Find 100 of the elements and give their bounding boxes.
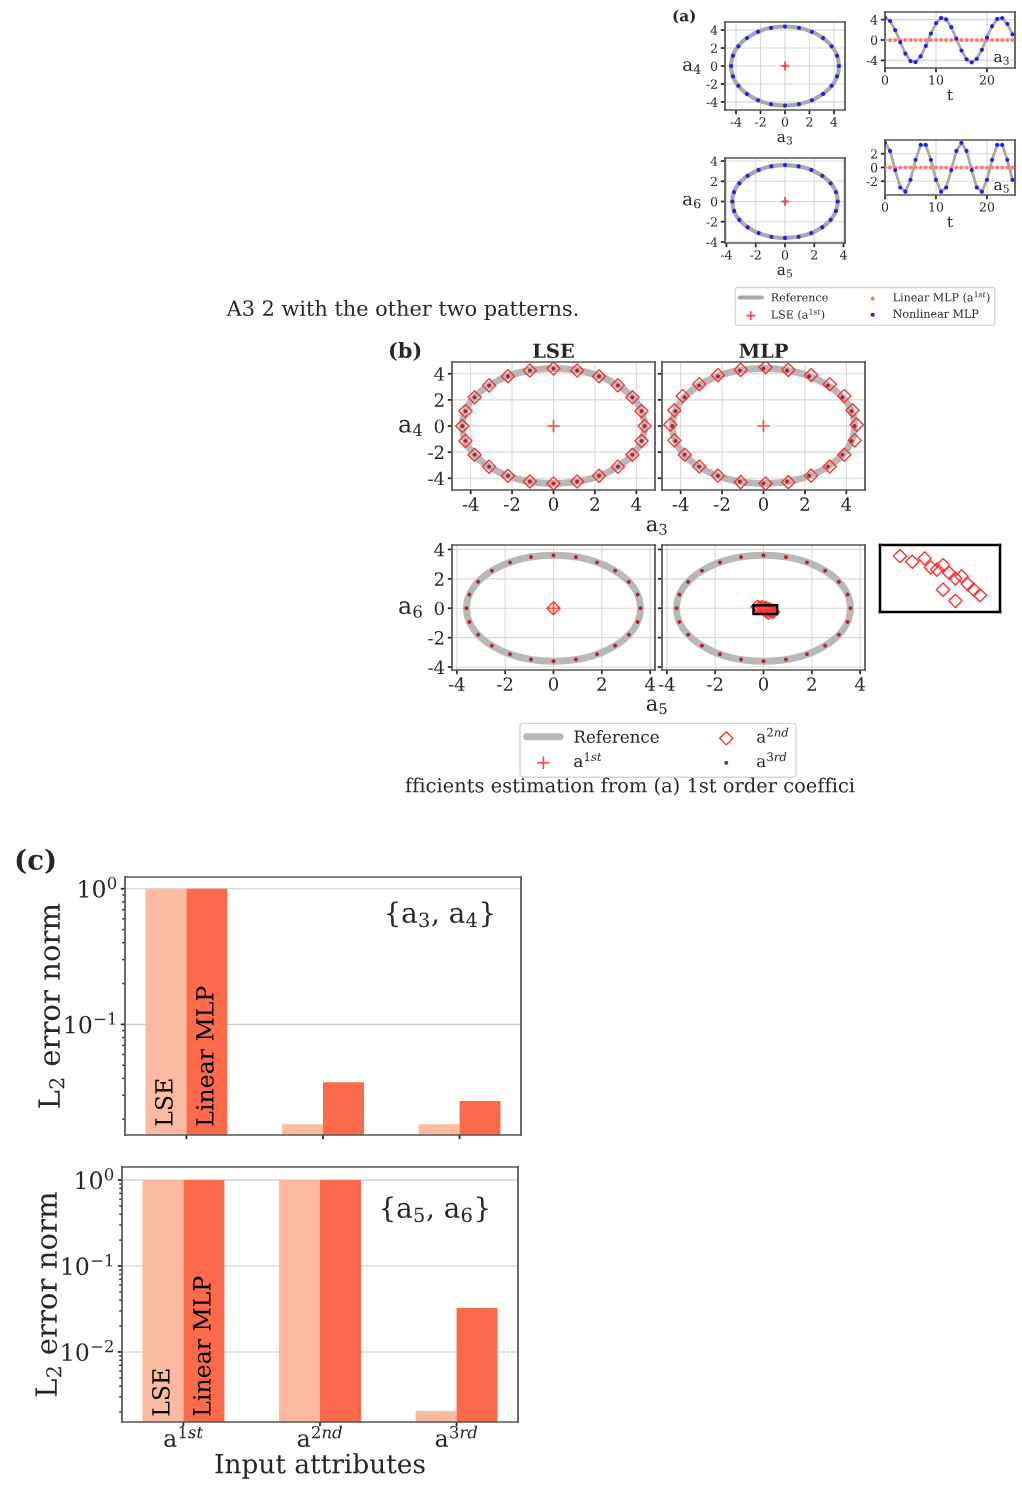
x-tick-label: 4 xyxy=(854,677,865,691)
x-tick-label: 0 xyxy=(758,677,769,691)
y-tick-label: 4 xyxy=(710,156,718,166)
x-tick-label: 20 xyxy=(979,75,995,85)
legend-label: Reference xyxy=(771,292,828,302)
x-tick-label: 4 xyxy=(830,117,838,127)
x-tick-label: a$^{2nd}$ xyxy=(297,1425,342,1448)
y-tick-label: 10$^{−2}$ xyxy=(62,1339,113,1362)
y-tick-label: -2 xyxy=(428,631,444,645)
x-tick-label: a$^{1st}$ xyxy=(164,1425,204,1448)
y-tick-label: 0 xyxy=(434,419,444,434)
y-tick-label: 4 xyxy=(434,542,445,557)
y-tick-label: -4 xyxy=(866,55,878,66)
series-label: LSE xyxy=(151,1369,170,1416)
text: A3 2 with the other two patterns. xyxy=(226,299,578,321)
y-axis-title: a$_{4}$ xyxy=(399,419,423,437)
legend-label: a$^{1st}$ xyxy=(574,752,602,768)
y-tick-label: 10$^{−1}$ xyxy=(62,1253,113,1276)
x-tick-label: -2 xyxy=(504,497,520,511)
x-tick-label: 2 xyxy=(811,250,818,260)
y-tick-label: 0 xyxy=(870,35,878,45)
x-tick-label: 0 xyxy=(548,677,559,691)
x-tick-label: -2 xyxy=(754,117,766,127)
x-tick-label: 2 xyxy=(807,677,816,691)
y-tick-label: -4 xyxy=(428,471,445,486)
x-tick-label: 2 xyxy=(800,497,809,511)
series-label: Linear MLP xyxy=(196,986,214,1126)
legend-label: a$^{2nd}$ xyxy=(757,727,789,743)
y-tick-label: 10$^{0}$ xyxy=(76,1168,114,1190)
y-axis-title: L$_{2}$ error norm xyxy=(35,1192,62,1397)
x-tick-label: -4 xyxy=(448,677,465,691)
text: (c) xyxy=(16,848,55,874)
x-axis-title: a$_{3}$ xyxy=(646,520,667,535)
x-tick-label: -4 xyxy=(730,117,742,127)
x-tick-label: 4 xyxy=(839,250,847,260)
y-tick-label: -4 xyxy=(428,660,445,674)
x-tick-label: 2 xyxy=(597,677,606,691)
x-tick-label: 0 xyxy=(548,497,559,511)
legend-label: a$^{3rd}$ xyxy=(757,752,787,768)
x-tick-label: 0 xyxy=(881,202,889,212)
x-tick-label: 0 xyxy=(881,75,889,85)
x-tick-label: 10 xyxy=(929,202,944,212)
y-axis-title: L$_{2}$ error norm xyxy=(38,903,65,1108)
x-axis-title: t xyxy=(947,216,953,228)
x-tick-label: 20 xyxy=(979,202,995,212)
y-tick-label: -2 xyxy=(866,176,877,186)
series-label: Linear MLP xyxy=(193,1276,211,1416)
y-tick-label: -4 xyxy=(706,237,718,247)
legend-label: Nonlinear MLP xyxy=(893,309,979,318)
legend-label: LSE (a$^{1st}$) xyxy=(771,308,825,321)
y-tick-label: 2 xyxy=(434,572,444,586)
text: (b) xyxy=(389,341,421,361)
annotation: a$_{5}$ xyxy=(994,181,1009,193)
y-tick-label: -2 xyxy=(706,217,717,227)
y-tick-label: -4 xyxy=(706,97,718,107)
y-tick-label: 4 xyxy=(710,25,718,35)
annotation: {a$_{3}$, a$_{4}$} xyxy=(386,901,493,928)
x-tick-label: -2 xyxy=(497,677,513,691)
y-tick-label: -2 xyxy=(428,445,444,459)
x-tick-label: -4 xyxy=(658,677,675,691)
annotation: {a$_{5}$, a$_{6}$} xyxy=(381,1196,488,1223)
x-tick-label: -4 xyxy=(720,250,732,260)
x-tick-label: -2 xyxy=(750,250,761,260)
y-tick-label: 0 xyxy=(434,601,444,616)
x-axis-title: a$_{5}$ xyxy=(777,266,792,278)
legend-label: Linear MLP (a$^{1st}$) xyxy=(893,291,990,304)
y-tick-label: 4 xyxy=(434,367,445,381)
y-axis-title: a$_{6}$ xyxy=(399,601,422,618)
series-label: LSE xyxy=(154,1079,173,1126)
x-tick-label: a$^{3rd}$ xyxy=(435,1425,478,1448)
text: fficients estimation from (a) 1st order coeffici xyxy=(405,777,855,796)
x-tick-label: -4 xyxy=(462,497,479,511)
chart-title: LSE xyxy=(533,343,574,359)
x-tick-label: 4 xyxy=(841,497,852,511)
x-tick-label: 2 xyxy=(590,497,599,511)
x-axis-title: a$_{3}$ xyxy=(777,133,793,145)
y-tick-label: 0 xyxy=(710,61,718,71)
x-tick-label: 0 xyxy=(781,117,789,127)
x-tick-label: 2 xyxy=(806,117,813,127)
x-tick-label: 0 xyxy=(781,250,789,260)
chart-title: MLP xyxy=(739,343,788,358)
y-tick-label: 2 xyxy=(710,176,717,187)
y-tick-label: 10$^{0}$ xyxy=(79,876,117,898)
y-tick-label: 2 xyxy=(870,149,877,159)
y-tick-label: 2 xyxy=(434,393,444,407)
y-axis-title: a$_{4}$ xyxy=(683,61,701,74)
y-tick-label: 4 xyxy=(870,15,878,25)
y-tick-label: 10$^{−1}$ xyxy=(65,1012,116,1034)
y-axis-title: a$_{6}$ xyxy=(683,195,701,209)
x-tick-label: 0 xyxy=(758,497,769,511)
y-tick-label: 2 xyxy=(710,43,717,53)
x-axis-title: a$_{5}$ xyxy=(646,699,667,715)
x-tick-label: 10 xyxy=(929,75,944,85)
legend-label: Reference xyxy=(574,730,659,743)
annotation: a$_{3}$ xyxy=(994,53,1009,65)
x-axis-title: t xyxy=(947,89,953,101)
x-tick-label: 4 xyxy=(644,677,655,691)
x-tick-label: 4 xyxy=(631,497,642,511)
x-tick-label: -4 xyxy=(672,497,689,511)
text: (a) xyxy=(673,9,695,24)
